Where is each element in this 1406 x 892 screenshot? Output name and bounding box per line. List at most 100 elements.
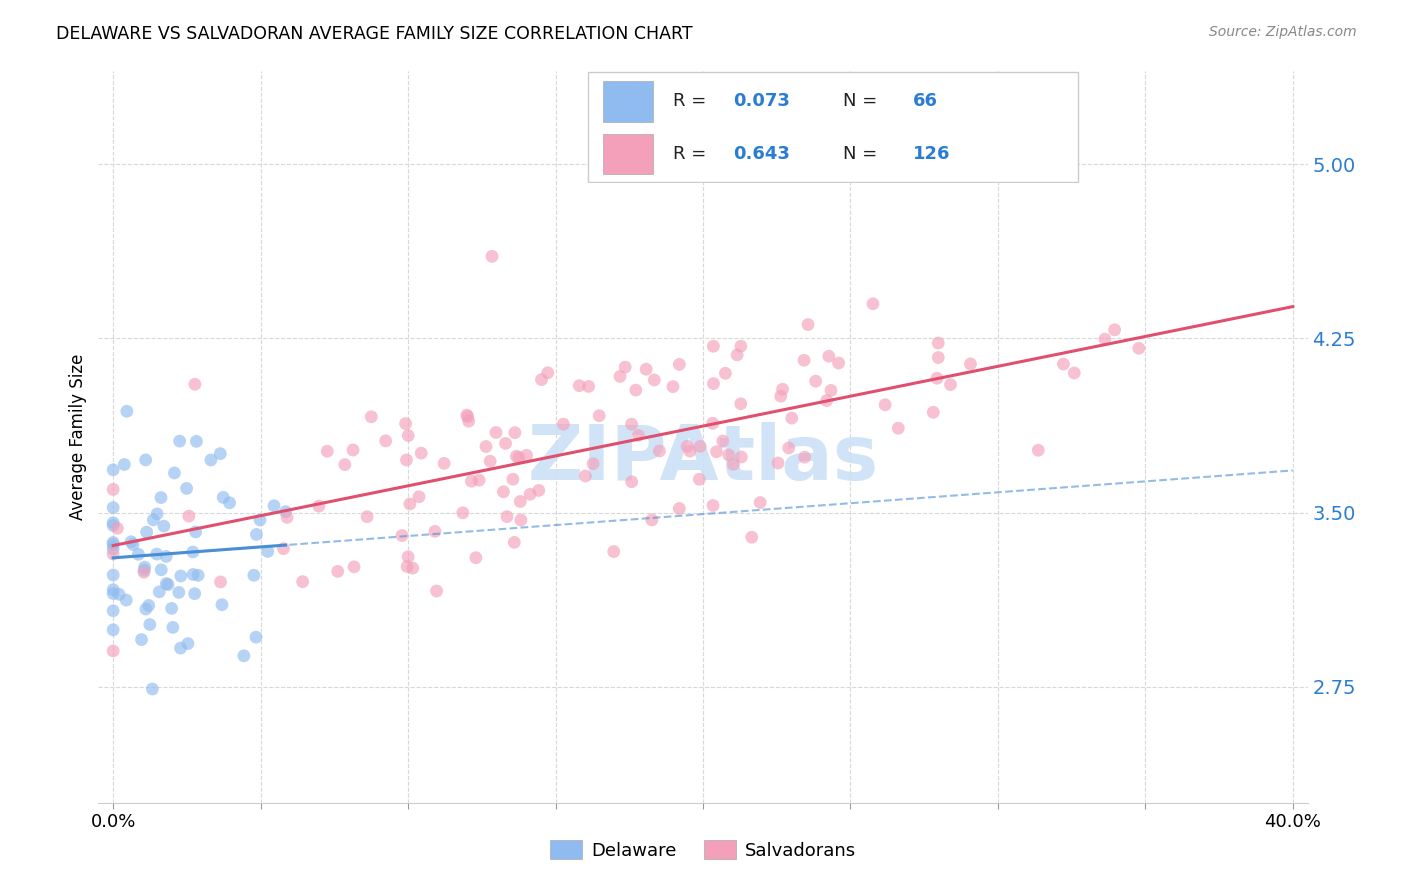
Point (276, 510, 298, 524)
Point (200, 453, 222, 467)
Point (169, 641, 191, 656)
Point (793, 353, 815, 368)
Point (1026, 443, 1049, 458)
Legend: Delaware, Salvadorans: Delaware, Salvadorans (543, 832, 863, 867)
Point (804, 374, 827, 388)
Point (702, 339, 724, 353)
Point (101, 582, 124, 597)
Point (887, 421, 910, 435)
Point (875, 398, 897, 412)
Point (142, 513, 165, 527)
Point (120, 534, 142, 549)
Point (232, 648, 254, 663)
Point (641, 513, 664, 527)
Point (620, 417, 643, 432)
Point (396, 549, 419, 564)
Point (145, 547, 167, 561)
Point (423, 524, 446, 539)
Point (138, 599, 160, 613)
FancyBboxPatch shape (603, 81, 654, 121)
Point (218, 496, 240, 510)
Point (135, 602, 157, 616)
Point (451, 506, 474, 520)
Point (316, 444, 339, 458)
Point (184, 377, 207, 392)
Point (503, 425, 526, 440)
Point (160, 601, 183, 615)
Point (134, 563, 156, 577)
FancyBboxPatch shape (589, 72, 1077, 182)
Point (101, 541, 124, 556)
Point (131, 632, 153, 647)
Point (122, 537, 145, 551)
Point (1052, 357, 1074, 371)
Point (725, 348, 748, 362)
Point (101, 568, 124, 582)
Point (730, 339, 752, 353)
Point (927, 351, 949, 365)
Point (326, 565, 349, 579)
Point (717, 448, 740, 462)
Point (101, 535, 124, 549)
Point (927, 336, 949, 351)
Point (186, 434, 208, 449)
Point (464, 550, 486, 565)
Point (1104, 323, 1126, 337)
Point (620, 475, 643, 489)
Point (139, 617, 162, 632)
Point (530, 373, 553, 387)
Point (155, 576, 177, 591)
Point (624, 383, 647, 397)
Point (127, 547, 149, 561)
Point (108, 587, 131, 601)
Text: Source: ZipAtlas.com: Source: ZipAtlas.com (1209, 25, 1357, 39)
Point (582, 457, 605, 471)
Point (711, 434, 734, 448)
Point (162, 620, 184, 634)
Point (360, 409, 382, 424)
Point (772, 382, 794, 396)
Point (457, 414, 479, 428)
Point (614, 360, 637, 375)
Point (181, 545, 204, 559)
Point (527, 483, 550, 498)
Point (925, 371, 948, 385)
Point (245, 630, 267, 644)
Point (509, 494, 531, 508)
Point (135, 453, 157, 467)
Text: 0.643: 0.643 (734, 145, 790, 163)
Point (408, 490, 430, 504)
Point (177, 509, 200, 524)
Point (156, 577, 179, 591)
Point (481, 249, 503, 263)
Point (643, 373, 665, 387)
Point (648, 444, 671, 458)
Point (603, 544, 626, 558)
Point (308, 499, 330, 513)
Text: 126: 126 (912, 145, 950, 163)
Point (502, 472, 524, 486)
Point (456, 408, 478, 422)
Point (959, 357, 981, 371)
Point (101, 518, 124, 533)
Point (475, 440, 498, 454)
Text: DELAWARE VS SALVADORAN AVERAGE FAMILY SIZE CORRELATION CHART: DELAWARE VS SALVADORAN AVERAGE FAMILY SI… (56, 25, 693, 43)
Point (508, 450, 530, 465)
Point (167, 585, 190, 599)
Point (101, 547, 124, 561)
Point (689, 439, 711, 453)
Point (741, 530, 763, 544)
Point (766, 456, 789, 470)
Point (939, 377, 962, 392)
Point (721, 458, 744, 472)
Point (702, 499, 724, 513)
Point (817, 349, 839, 363)
Point (101, 538, 124, 552)
Point (730, 397, 752, 411)
Point (609, 369, 631, 384)
Point (115, 404, 138, 418)
Point (209, 447, 232, 461)
Point (394, 417, 416, 431)
Point (922, 405, 945, 419)
Point (291, 574, 314, 589)
